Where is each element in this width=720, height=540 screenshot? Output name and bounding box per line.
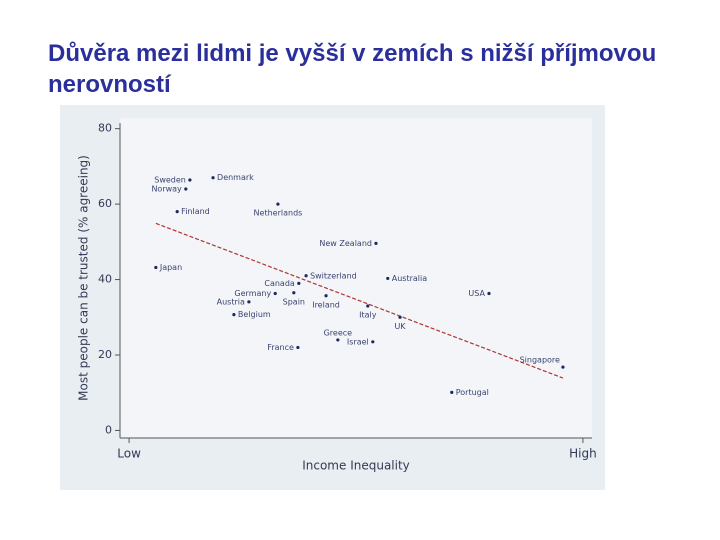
data-point (276, 202, 280, 206)
data-point (336, 338, 340, 342)
x-tick-label: Low (117, 447, 141, 461)
point-label: Israel (347, 337, 369, 346)
data-point (184, 187, 188, 191)
point-label: Austria (217, 297, 245, 306)
data-point (273, 291, 277, 296)
point-label: Switzerland (310, 271, 357, 280)
y-tick-label: 40 (98, 273, 112, 286)
data-point (211, 176, 215, 180)
y-axis-title: Most people can be trusted (% agreeing) (77, 155, 91, 401)
point-label: Australia (392, 274, 427, 283)
point-label: Belgium (238, 310, 271, 319)
point-label: Japan (159, 263, 182, 272)
x-axis-title: Income Inequality (302, 459, 410, 473)
x-tick-label: High (569, 447, 597, 461)
data-point (304, 274, 308, 278)
y-tick-label: 60 (98, 197, 112, 210)
data-point (247, 300, 251, 304)
fit-line (155, 222, 564, 379)
data-point (324, 294, 328, 298)
data-point (188, 178, 192, 182)
point-label: Norway (151, 185, 182, 194)
point-label: Netherlands (254, 209, 303, 218)
y-tick-label: 80 (98, 122, 112, 135)
slide-title: Důvěra mezi lidmi je vyšší v zemích s ni… (48, 40, 657, 98)
data-point (297, 281, 301, 285)
point-label: UK (394, 322, 406, 331)
data-point (366, 304, 370, 308)
point-label: Spain (283, 297, 305, 306)
data-point (398, 315, 402, 319)
data-point (175, 210, 179, 214)
data-point (292, 291, 296, 295)
plot-area (120, 118, 592, 438)
point-label: New Zealand (319, 239, 372, 248)
data-point (154, 265, 158, 270)
data-point (296, 345, 300, 350)
data-point (450, 390, 454, 394)
point-label: Portugal (456, 388, 489, 397)
point-label: Germany (234, 289, 271, 298)
data-point (371, 340, 375, 344)
y-tick-label: 0 (105, 423, 112, 436)
data-point (561, 365, 565, 369)
data-point (386, 276, 390, 281)
point-label: Ireland (312, 300, 340, 309)
data-point (487, 291, 491, 296)
point-label: Canada (264, 279, 295, 288)
point-label: Denmark (217, 173, 254, 182)
data-point (374, 241, 378, 245)
point-label: USA (468, 289, 485, 298)
data-point (232, 313, 236, 317)
point-label: Italy (359, 310, 377, 319)
point-label: Singapore (520, 356, 560, 365)
point-label: France (267, 343, 294, 352)
point-label: Finland (181, 207, 210, 216)
point-label: Sweden (154, 175, 186, 184)
point-label: Greece (324, 328, 353, 337)
y-tick-label: 20 (98, 348, 112, 361)
